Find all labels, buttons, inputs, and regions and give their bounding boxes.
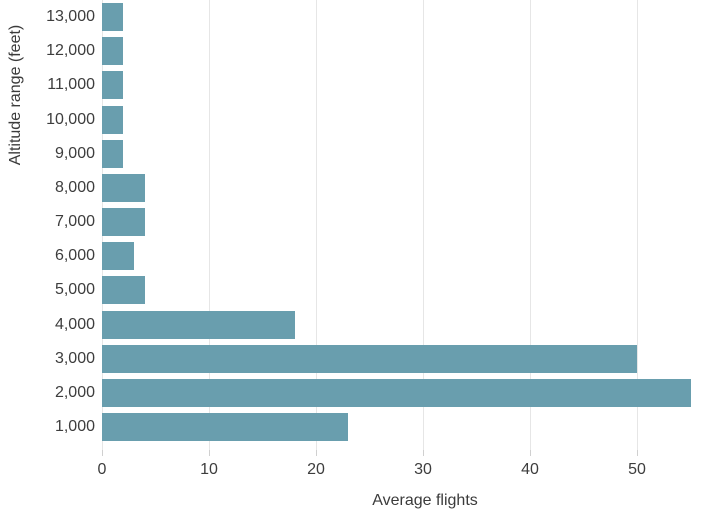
gridline [530, 0, 531, 450]
x-tick-label: 50 [628, 461, 646, 478]
y-tick-label: 1,000 [54, 418, 95, 436]
x-axis-tick-mark [102, 450, 103, 456]
bar[interactable] [102, 276, 145, 305]
y-tick-label: 8,000 [54, 178, 95, 196]
bar[interactable] [102, 378, 691, 407]
gridline [423, 0, 424, 450]
x-axis-tick-mark [423, 450, 424, 456]
x-tick-label: 0 [97, 461, 107, 478]
bar[interactable] [102, 3, 124, 31]
gridline [316, 0, 317, 450]
x-axis-tick-mark [316, 450, 317, 456]
y-tick-label: 10,000 [46, 110, 95, 128]
x-axis-tick-mark [637, 450, 638, 456]
bar[interactable] [102, 139, 124, 168]
y-tick-label: 7,000 [54, 213, 95, 231]
y-tick-label: 9,000 [54, 144, 95, 162]
y-tick-label: 12,000 [46, 42, 95, 60]
x-axis-tick-mark [209, 450, 210, 456]
bar[interactable] [102, 37, 124, 66]
x-tick-label: 40 [521, 461, 539, 478]
y-tick-label: 5,000 [54, 281, 95, 299]
bar[interactable] [102, 105, 124, 134]
bar[interactable] [102, 208, 145, 237]
y-tick-label: 3,000 [54, 349, 95, 367]
y-tick-label: 11,000 [47, 76, 95, 94]
y-tick-label: 6,000 [54, 247, 95, 265]
bar[interactable] [102, 242, 135, 271]
bar[interactable] [102, 71, 124, 100]
bar[interactable] [102, 413, 349, 442]
x-axis-tick-mark [530, 450, 531, 456]
x-tick-label: 20 [307, 461, 325, 478]
x-tick-label: 10 [200, 461, 218, 478]
x-axis-title: Average flights [372, 492, 478, 509]
bar[interactable] [102, 310, 295, 339]
y-tick-label: 2,000 [54, 383, 95, 401]
gridline [637, 0, 638, 450]
bar[interactable] [102, 173, 145, 202]
y-tick-label: 13,000 [46, 8, 95, 25]
bar[interactable] [102, 344, 637, 373]
x-tick-label: 30 [414, 461, 432, 478]
gridline [209, 0, 210, 450]
y-tick-label: 4,000 [54, 315, 95, 333]
